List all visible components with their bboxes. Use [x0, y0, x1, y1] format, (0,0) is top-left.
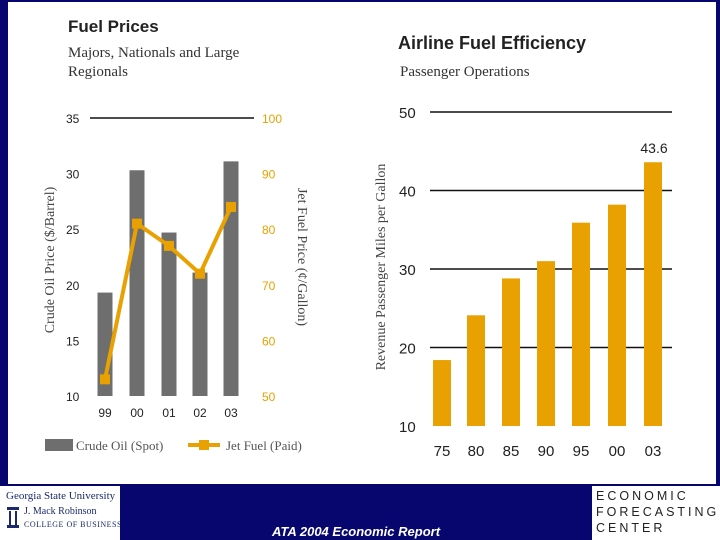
crude-oil-bar — [161, 232, 177, 396]
fuel-prices-right-axis-label: Jet Fuel Price (¢/Gallon) — [294, 188, 309, 326]
efficiency-bar — [537, 261, 555, 426]
efficiency-x-tick-label: 90 — [538, 443, 555, 460]
left-axis-tick-label: 20 — [66, 279, 80, 293]
efficiency-bar — [467, 315, 485, 426]
column-icon — [7, 507, 19, 528]
efc-logo-line-2: FORECASTING — [596, 505, 720, 519]
efficiency-bar — [433, 360, 451, 426]
fuel-prices-left-axis-label: Crude Oil Price ($/Barrel) — [43, 186, 58, 333]
fuel-efficiency-subtitle: Passenger Operations — [400, 64, 530, 80]
efc-logo-line-1: ECONOMIC — [596, 489, 689, 503]
fuel-prices-x-tick-label: 03 — [224, 406, 238, 420]
efficiency-y-tick-label: 30 — [399, 262, 416, 279]
right-axis-tick-label: 100 — [262, 112, 282, 126]
efficiency-x-tick-label: 00 — [609, 443, 626, 460]
right-axis-tick-label: 90 — [262, 168, 276, 182]
fuel-prices-chart: 10 15 20 25 30 35 50 60 70 80 90 100 99 00 01 02 03 — [66, 112, 282, 420]
crude-oil-bar — [192, 272, 208, 396]
efficiency-y-tick-label: 50 — [399, 105, 416, 122]
fuel-prices-title: Fuel Prices — [68, 17, 159, 36]
efficiency-bar — [502, 278, 520, 426]
efficiency-x-tick-label: 95 — [573, 443, 590, 460]
efficiency-x-tick-label: 85 — [503, 443, 520, 460]
right-axis-tick-label: 60 — [262, 334, 276, 348]
jet-fuel-point — [100, 374, 110, 385]
fuel-prices-x-tick-label: 00 — [130, 406, 144, 420]
efficiency-bar — [644, 162, 662, 427]
left-axis-tick-label: 35 — [66, 112, 80, 126]
fuel-prices-x-tick-label: 02 — [193, 406, 207, 420]
fuel-prices-x-tick-label: 99 — [98, 406, 112, 420]
gsu-logo: Georgia State University J. Mack Robinso… — [2, 488, 121, 538]
crude-oil-bar — [129, 170, 145, 396]
right-axis-tick-label: 50 — [262, 390, 276, 404]
crude-oil-bar — [223, 161, 239, 396]
efficiency-y-tick-label: 20 — [399, 341, 416, 358]
gsu-logo-college: COLLEGE OF BUSINESS — [24, 520, 122, 529]
efficiency-value-annotation: 43.6 — [640, 140, 667, 156]
efficiency-x-tick-label: 80 — [468, 443, 485, 460]
left-axis-tick-label: 10 — [66, 390, 80, 404]
fuel-prices-subtitle-1: Majors, Nationals and Large — [68, 45, 240, 61]
gsu-logo-school: J. Mack Robinson — [24, 506, 97, 517]
efficiency-y-tick-label: 10 — [399, 419, 416, 436]
right-axis-tick-label: 80 — [262, 223, 276, 237]
fuel-efficiency-title: Airline Fuel Efficiency — [398, 33, 586, 53]
legend-jet-fuel-marker — [199, 440, 209, 450]
left-axis-tick-label: 30 — [66, 168, 80, 182]
report-title: ATA 2004 Economic Report — [271, 524, 441, 539]
fuel-prices-subtitle-2: Regionals — [68, 64, 128, 80]
jet-fuel-point — [132, 218, 142, 229]
efficiency-x-tick-label: 75 — [434, 443, 451, 460]
efficiency-bar — [608, 204, 626, 426]
slide: Fuel Prices Majors, Nationals and Large … — [8, 2, 716, 484]
efficiency-x-tick-label: 03 — [645, 443, 662, 460]
footer-band: ATA 2004 Economic Report — [120, 486, 592, 540]
legend-crude-oil-label: Crude Oil (Spot) — [76, 438, 163, 453]
efc-logo: ECONOMIC FORECASTING CENTER — [596, 488, 720, 538]
legend-jet-fuel-label: Jet Fuel (Paid) — [226, 438, 302, 453]
footer: Georgia State University J. Mack Robinso… — [0, 486, 720, 540]
efficiency-y-tick-label: 40 — [399, 184, 416, 201]
jet-fuel-point — [226, 201, 236, 212]
fuel-prices-x-tick-label: 01 — [162, 406, 176, 420]
efc-logo-line-3: CENTER — [596, 521, 666, 535]
jet-fuel-point — [164, 240, 174, 251]
right-axis-tick-label: 70 — [262, 279, 276, 293]
fuel-efficiency-chart: 10 20 30 40 50 75 80 85 90 95 00 03 43.6 — [399, 105, 672, 460]
left-axis-tick-label: 15 — [66, 334, 80, 348]
fuel-efficiency-axis-label: Revenue Passenger Miles per Gallon — [374, 164, 389, 371]
gsu-logo-name: Georgia State University — [6, 490, 116, 502]
efficiency-bar — [572, 222, 590, 426]
left-axis-tick-label: 25 — [66, 223, 80, 237]
legend-crude-oil-swatch — [45, 439, 73, 451]
jet-fuel-point — [195, 268, 205, 279]
charts-svg: Fuel Prices Majors, Nationals and Large … — [43, 17, 672, 460]
